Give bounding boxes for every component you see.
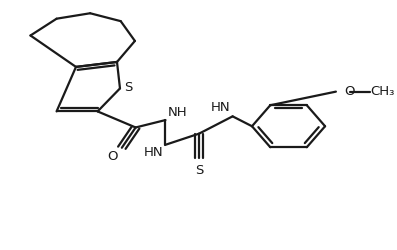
Text: S: S	[124, 81, 133, 94]
Text: O: O	[345, 85, 355, 98]
Text: O: O	[107, 150, 118, 163]
Text: CH₃: CH₃	[370, 85, 395, 98]
Text: HN: HN	[211, 101, 231, 114]
Text: HN: HN	[144, 146, 163, 159]
Text: S: S	[195, 164, 203, 177]
Text: NH: NH	[168, 106, 187, 119]
